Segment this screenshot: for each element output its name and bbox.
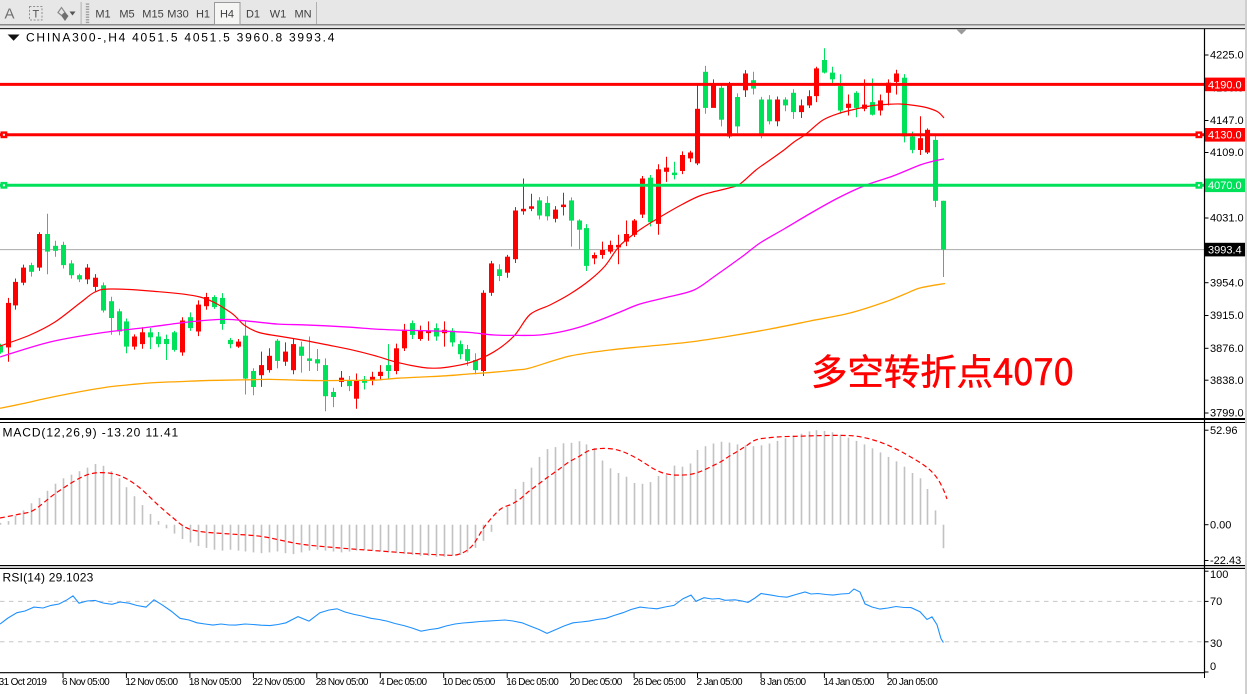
svg-text:3993.4: 3993.4 <box>1208 245 1242 257</box>
svg-text:3876.0: 3876.0 <box>1210 343 1244 355</box>
svg-text:-22.43: -22.43 <box>1210 555 1241 567</box>
svg-text:16 Dec 05:00: 16 Dec 05:00 <box>506 677 559 688</box>
svg-text:100: 100 <box>1210 569 1228 581</box>
svg-text:20 Dec 05:00: 20 Dec 05:00 <box>570 677 623 688</box>
svg-text:28 Nov 05:00: 28 Nov 05:00 <box>316 677 369 688</box>
svg-text:4225.0: 4225.0 <box>1210 50 1244 62</box>
svg-text:RSI(14) 29.1023: RSI(14) 29.1023 <box>3 571 94 585</box>
svg-text:CHINA300-,H4 4051.5 4051.5 39: CHINA300-,H4 4051.5 4051.5 3960.8 3993.4 <box>26 31 336 45</box>
svg-text:M5: M5 <box>119 9 134 21</box>
svg-text:10 Dec 05:00: 10 Dec 05:00 <box>443 677 496 688</box>
svg-text:4031.0: 4031.0 <box>1210 213 1244 225</box>
svg-text:70: 70 <box>1210 596 1222 608</box>
svg-text:4190.0: 4190.0 <box>1208 79 1242 91</box>
svg-text:8 Jan 05:00: 8 Jan 05:00 <box>760 677 807 688</box>
svg-text:M1: M1 <box>95 9 110 21</box>
svg-text:3915.0: 3915.0 <box>1210 310 1244 322</box>
svg-text:26 Dec 05:00: 26 Dec 05:00 <box>633 677 686 688</box>
svg-text:20 Jan 05:00: 20 Jan 05:00 <box>887 677 938 688</box>
svg-text:M15: M15 <box>142 9 163 21</box>
svg-text:M30: M30 <box>167 9 188 21</box>
svg-text:18 Nov 05:00: 18 Nov 05:00 <box>189 677 242 688</box>
svg-text:MN: MN <box>294 9 311 21</box>
svg-text:W1: W1 <box>270 9 287 21</box>
svg-text:3799.0: 3799.0 <box>1210 408 1244 420</box>
svg-text:4147.0: 4147.0 <box>1210 115 1244 127</box>
svg-text:52.96: 52.96 <box>1210 425 1238 437</box>
svg-text:H4: H4 <box>220 9 234 21</box>
svg-text:14 Jan 05:00: 14 Jan 05:00 <box>823 677 874 688</box>
svg-text:4 Dec 05:00: 4 Dec 05:00 <box>379 677 427 688</box>
svg-text:12 Nov 05:00: 12 Nov 05:00 <box>125 677 178 688</box>
svg-text:A: A <box>5 6 15 23</box>
svg-text:6 Nov 05:00: 6 Nov 05:00 <box>62 677 110 688</box>
svg-text:0.00: 0.00 <box>1210 519 1231 531</box>
svg-text:4070.0: 4070.0 <box>1208 180 1242 192</box>
svg-text:MACD(12,26,9) -13.20 11.41: MACD(12,26,9) -13.20 11.41 <box>3 426 180 440</box>
svg-text:D1: D1 <box>246 9 260 21</box>
svg-text:4109.0: 4109.0 <box>1210 147 1244 159</box>
svg-text:4130.0: 4130.0 <box>1208 130 1242 142</box>
svg-text:3954.0: 3954.0 <box>1210 277 1244 289</box>
svg-text:H1: H1 <box>196 9 210 21</box>
svg-text:T: T <box>33 9 40 21</box>
svg-text:22 Nov 05:00: 22 Nov 05:00 <box>252 677 305 688</box>
svg-text:2 Jan 05:00: 2 Jan 05:00 <box>697 677 744 688</box>
svg-text:0: 0 <box>1210 661 1216 673</box>
svg-text:31 Oct 2019: 31 Oct 2019 <box>0 677 47 688</box>
svg-text:3838.0: 3838.0 <box>1210 375 1244 387</box>
svg-text:30: 30 <box>1210 638 1222 650</box>
